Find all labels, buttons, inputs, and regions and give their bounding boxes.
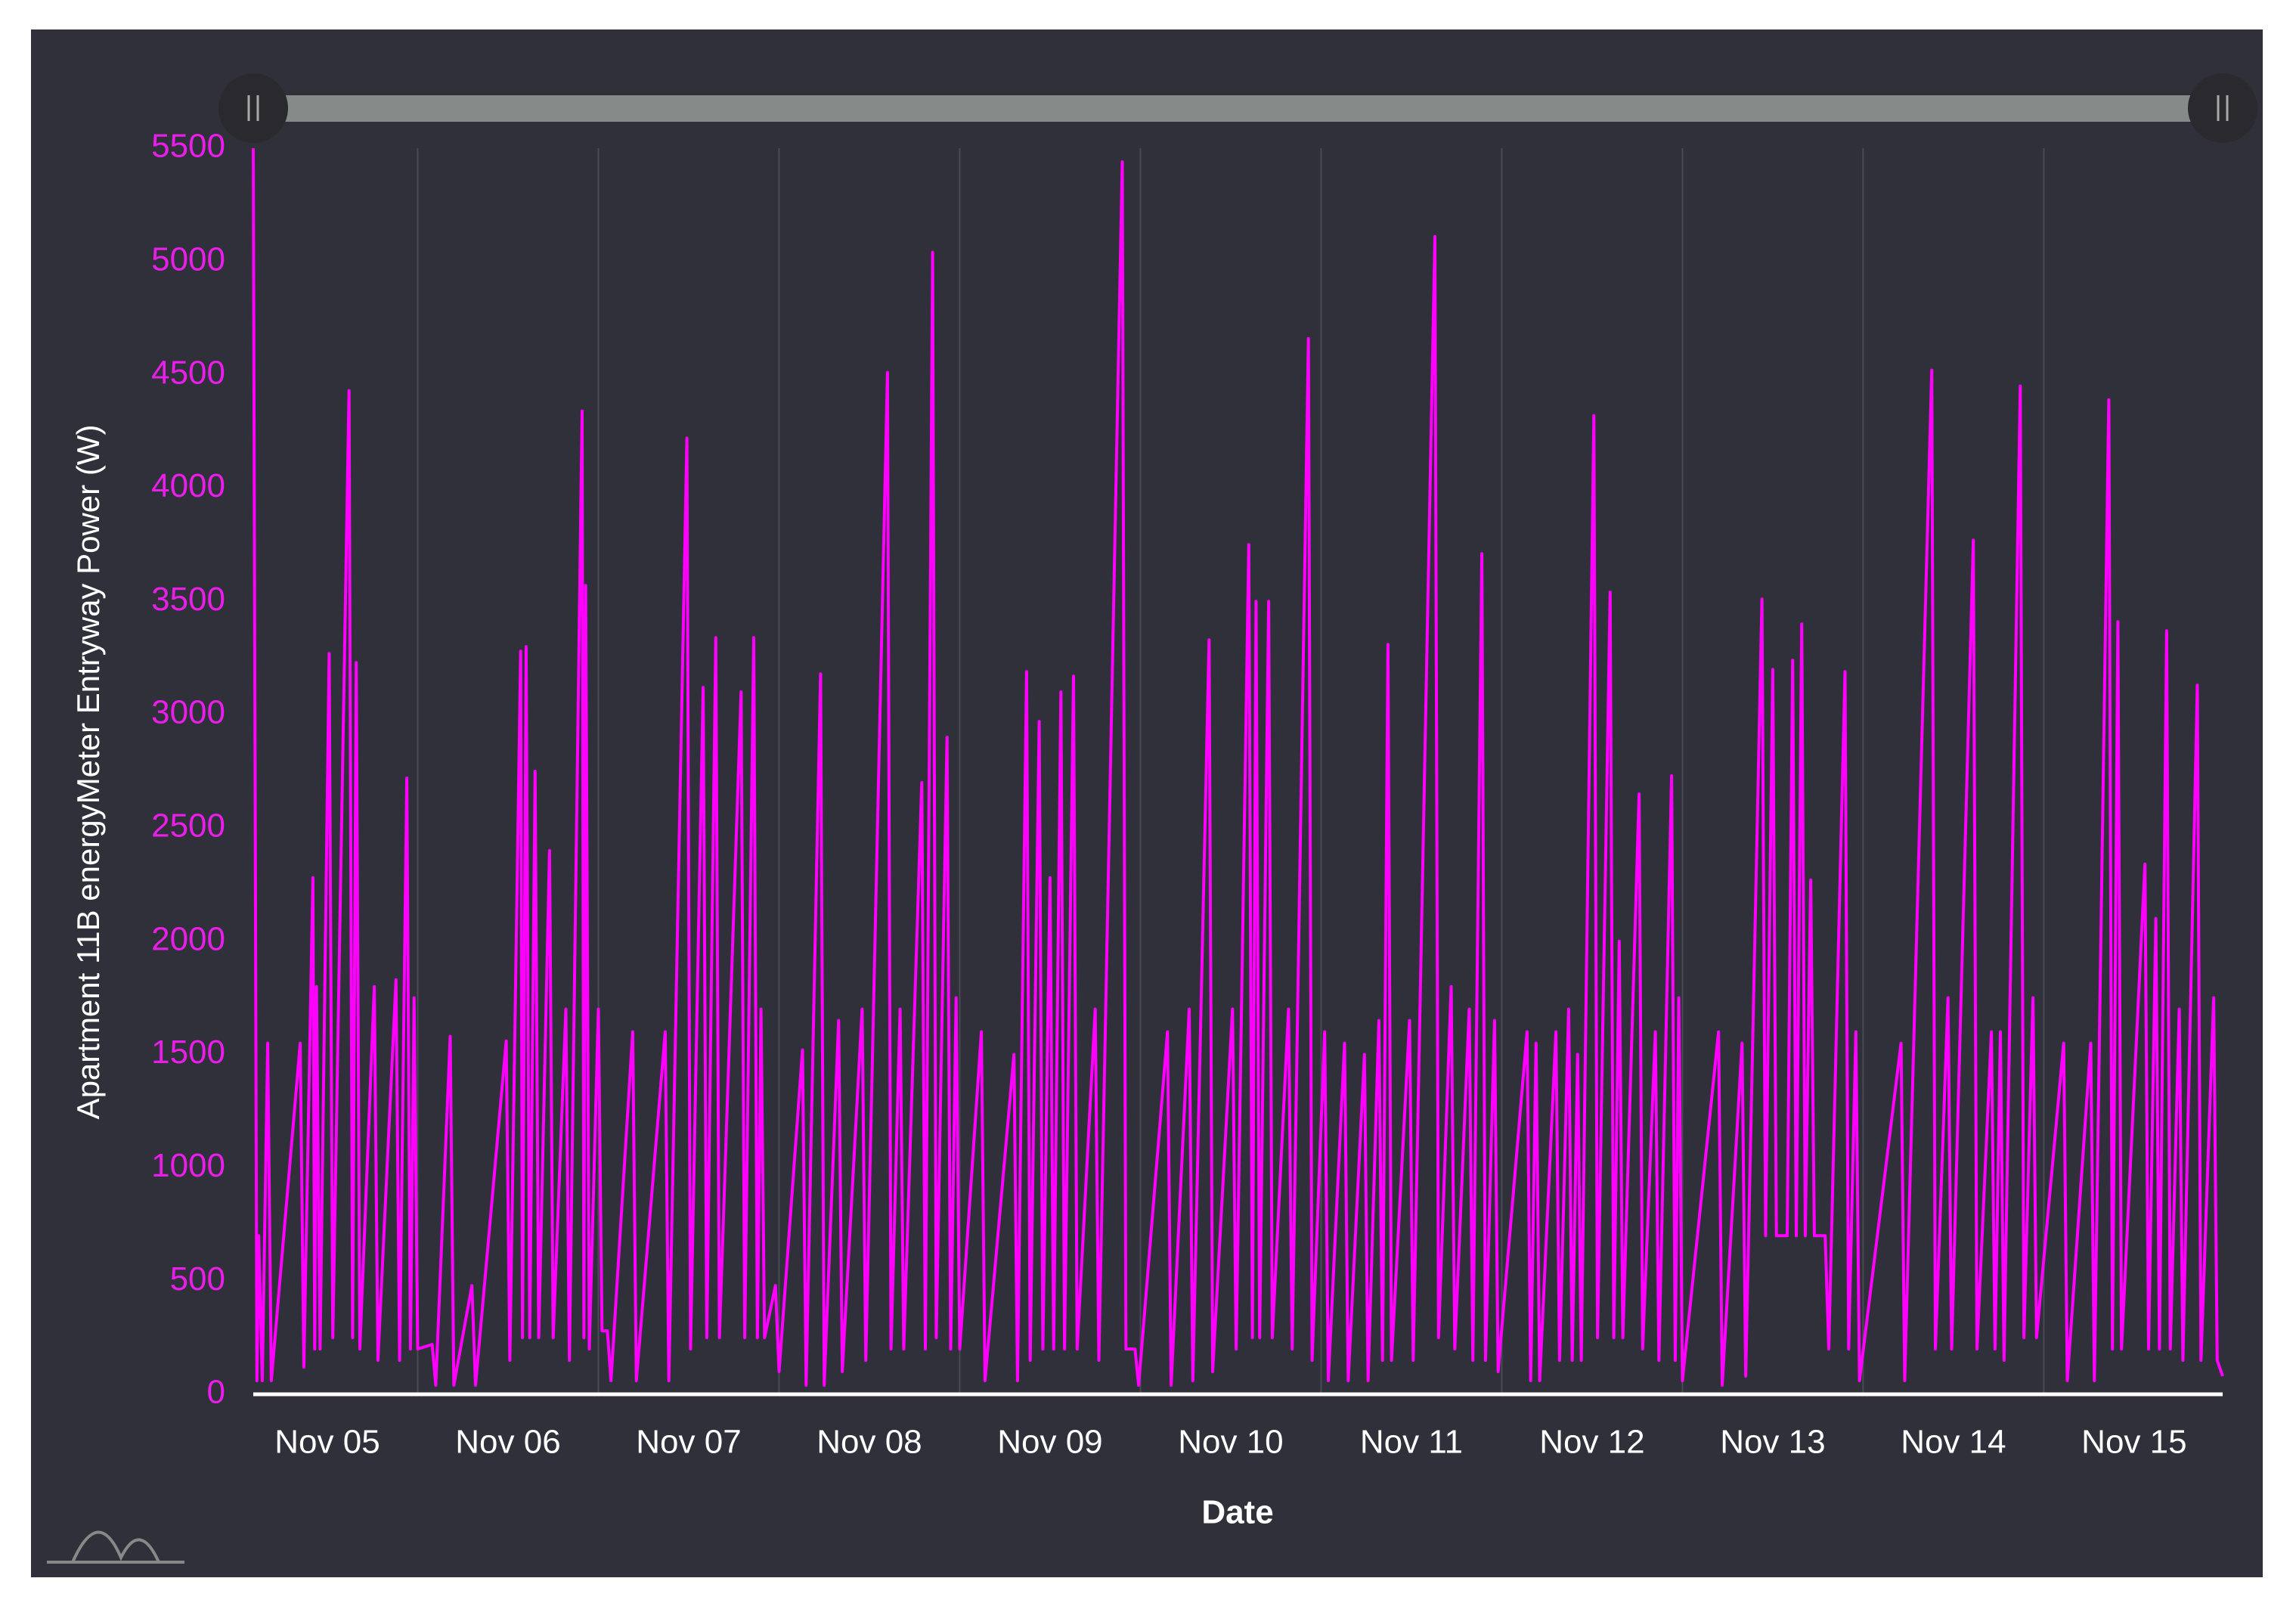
x-tick-label: Nov 13 (1720, 1424, 1825, 1461)
y-tick-label: 5500 (151, 128, 225, 165)
x-axis-title: Date (1201, 1494, 1273, 1531)
x-tick-label: Nov 10 (1178, 1424, 1283, 1461)
y-axis-title: Apartment 11B energyMeter Entryway Power… (70, 425, 106, 1120)
x-tick-label: Nov 07 (636, 1424, 741, 1461)
y-tick-label: 4500 (151, 354, 225, 391)
y-tick-label: 5000 (151, 240, 225, 277)
x-tick-label: Nov 09 (997, 1424, 1102, 1461)
y-tick-label: 2500 (151, 808, 225, 845)
x-tick-label: Nov 14 (1901, 1424, 2006, 1461)
scrollbar-handle-right[interactable] (2188, 73, 2257, 143)
y-tick-label: 4000 (151, 467, 225, 504)
y-tick-label: 500 (170, 1260, 225, 1298)
logo (47, 1530, 184, 1564)
y-tick-label: 0 (207, 1374, 225, 1411)
scrollbar-track[interactable] (253, 95, 2223, 122)
x-tick-label: Nov 06 (455, 1424, 560, 1461)
x-tick-label: Nov 12 (1539, 1424, 1644, 1461)
scrollbar[interactable] (218, 73, 2257, 143)
y-tick-label: 1500 (151, 1034, 225, 1071)
x-tick-label: Nov 15 (2081, 1424, 2186, 1461)
logo-wave (71, 1530, 160, 1563)
x-tick-label: Nov 08 (816, 1424, 922, 1461)
chart-panel (31, 29, 2263, 1577)
y-tick-label: 3500 (151, 581, 225, 618)
data-line (252, 147, 2224, 1387)
x-tick-label: Nov 05 (274, 1424, 380, 1461)
y-tick-label: 3000 (151, 694, 225, 731)
y-tick-label: 1000 (151, 1147, 225, 1184)
scrollbar-handle-left[interactable] (218, 73, 288, 143)
x-tick-label: Nov 11 (1360, 1424, 1463, 1461)
y-tick-label: 2000 (151, 920, 225, 957)
